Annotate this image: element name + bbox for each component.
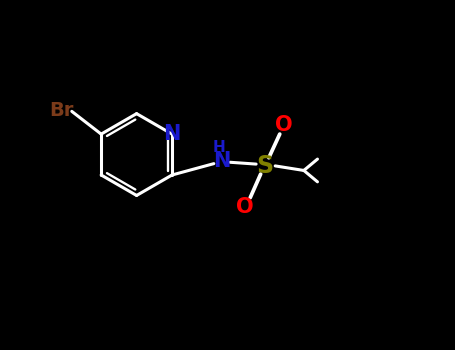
Text: O: O (274, 115, 292, 135)
Text: N: N (213, 151, 231, 172)
Text: H: H (213, 140, 226, 155)
Text: N: N (163, 124, 181, 144)
Text: Br: Br (50, 101, 74, 120)
Text: O: O (236, 197, 253, 217)
Text: S: S (257, 154, 274, 178)
